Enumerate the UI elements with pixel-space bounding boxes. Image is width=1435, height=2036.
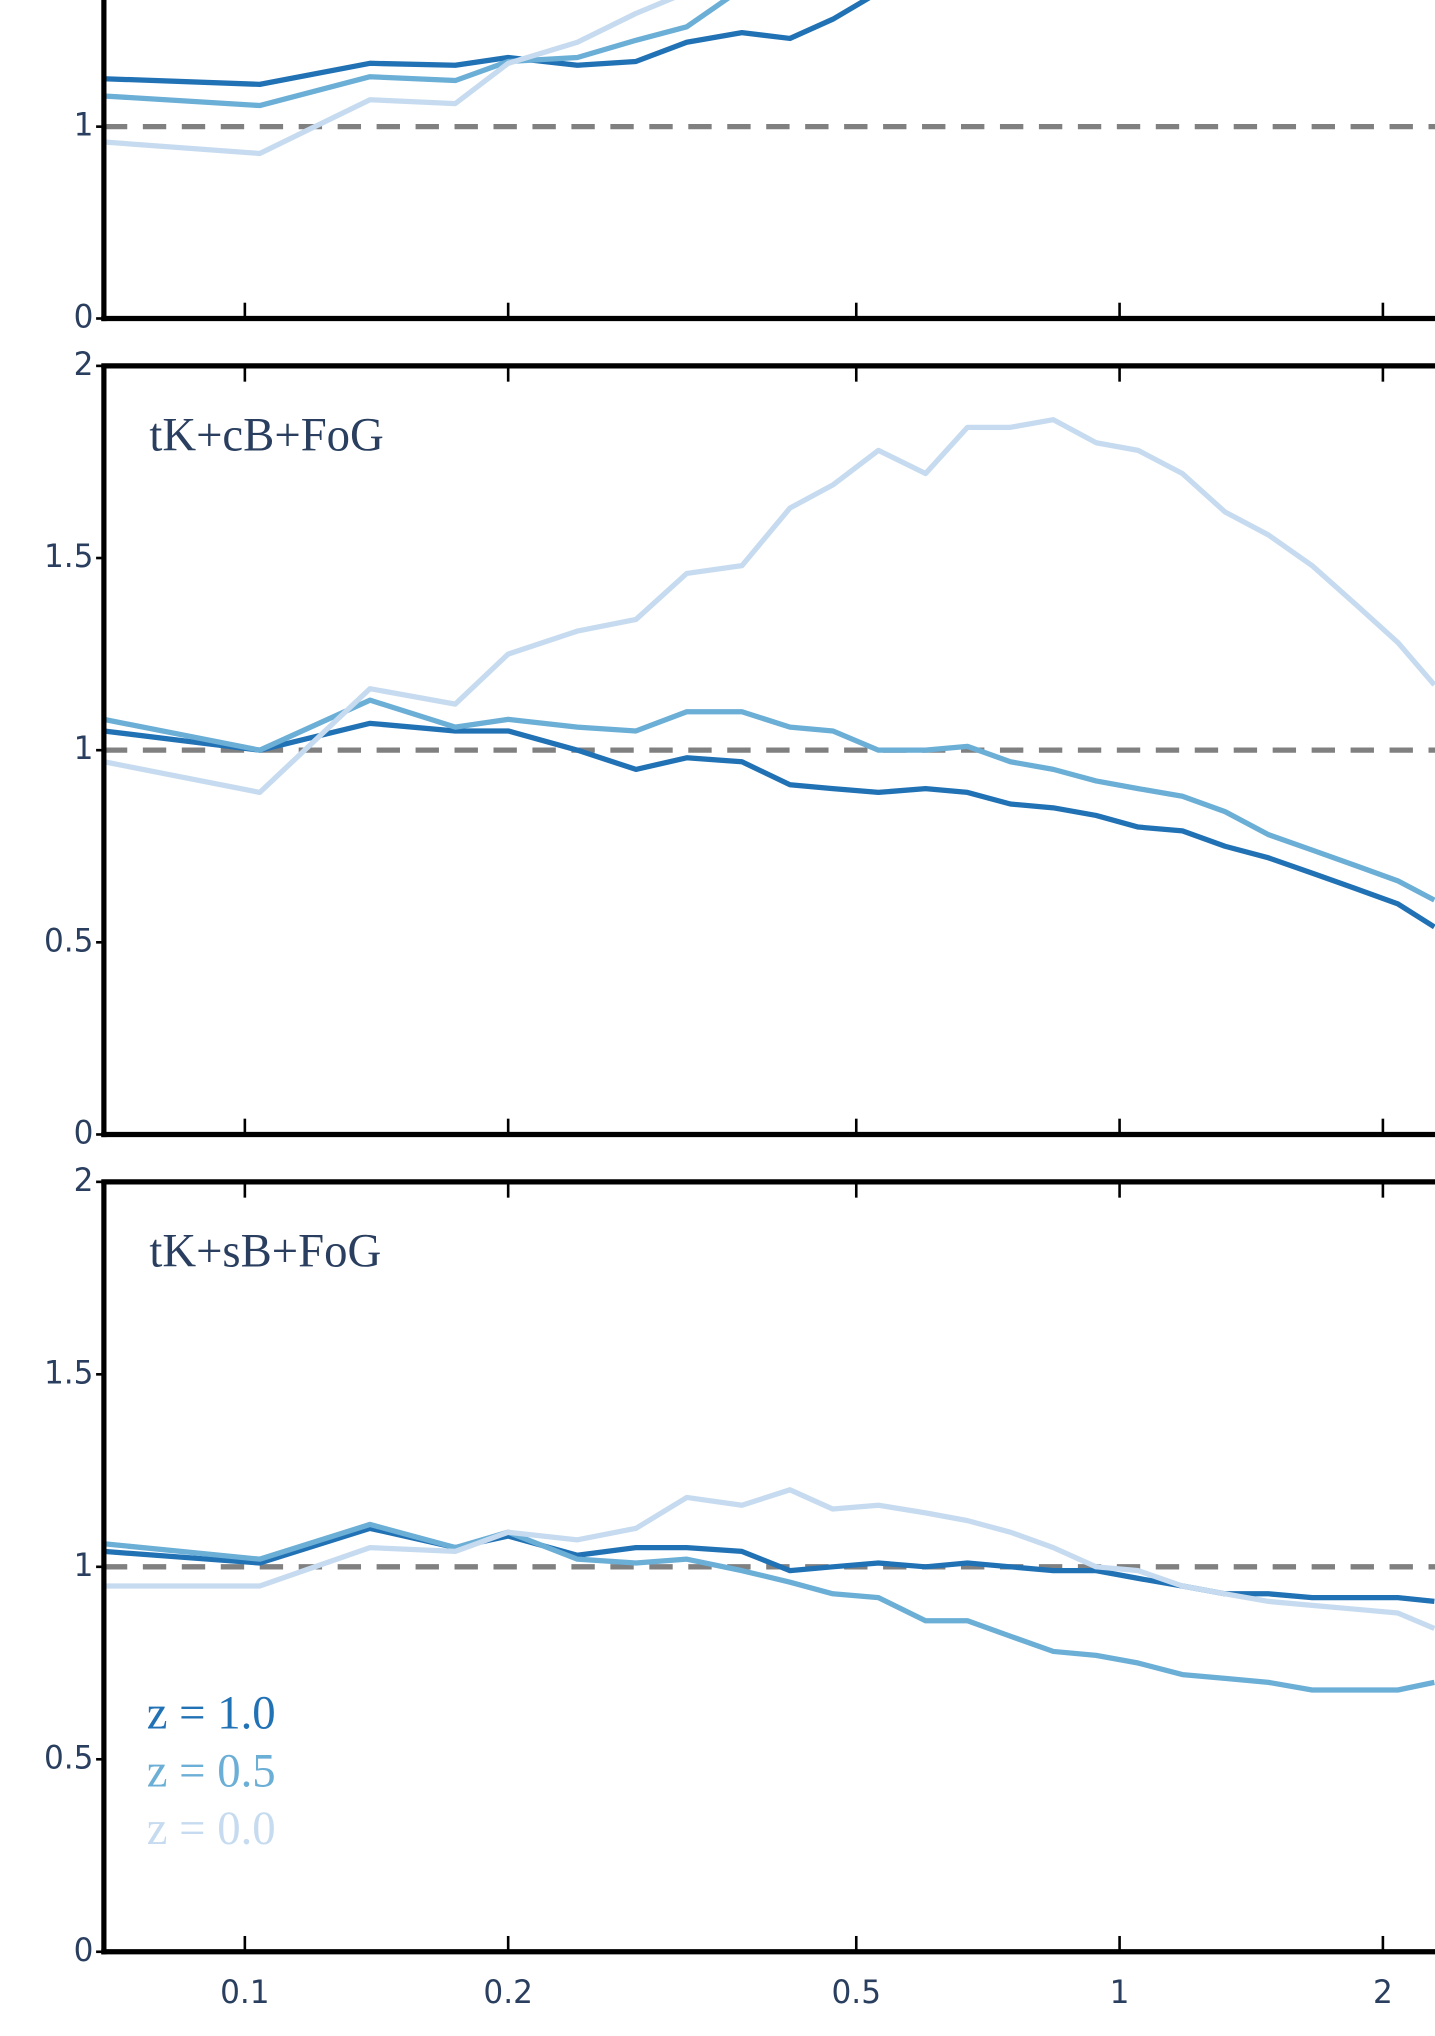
x-tick-label: 0.2: [483, 1975, 533, 2011]
series-line: [103, 720, 1435, 930]
series-line: [103, 1525, 1435, 1605]
x-tick-label: 0.1: [220, 1975, 270, 2011]
legend-entry: z = 1.0: [147, 1687, 276, 1739]
y-tick-label: 0: [74, 1115, 94, 1151]
y-tick-label: 2: [74, 1163, 94, 1199]
panel: [103, 0, 1435, 157]
y-tick-label: 1: [74, 108, 94, 144]
x-tick-label: 2: [1373, 1975, 1393, 2011]
x-tick-label: 1: [1110, 1975, 1130, 2011]
y-tick-label: 0: [74, 1933, 94, 1969]
series-line: [103, 1487, 1435, 1631]
y-tick-label: 2: [74, 347, 94, 383]
y-tick-label: 0.5: [44, 1740, 94, 1776]
series-line: [103, 697, 1435, 903]
y-tick-label: 0.5: [44, 923, 94, 959]
y-tick-label: 0: [74, 299, 94, 335]
y-tick-label: 1.5: [44, 539, 94, 575]
y-tick-label: 1.5: [44, 1355, 94, 1391]
y-tick-label: 1: [74, 1548, 94, 1584]
panel: [103, 417, 1435, 930]
panel: [103, 1487, 1435, 1693]
annotation: tK+sB+FoG: [149, 1225, 381, 1277]
series-line: [103, 417, 1435, 796]
legend-entry: z = 0.5: [147, 1745, 276, 1797]
x-tick-label: 0.5: [831, 1975, 881, 2011]
annotation: tK+cB+FoG: [149, 409, 383, 461]
legend-entry: z = 0.0: [147, 1803, 276, 1855]
series-line: [103, 0, 731, 109]
series-line: [103, 0, 676, 157]
series-line: [103, 0, 871, 87]
y-tick-label: 1: [74, 731, 94, 767]
